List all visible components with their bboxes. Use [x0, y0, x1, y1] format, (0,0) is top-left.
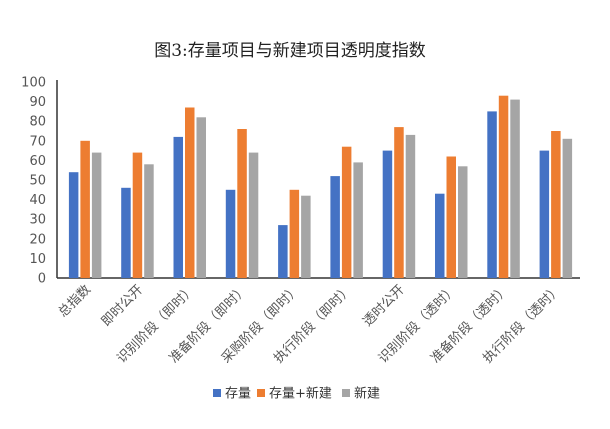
x-tick-label: 总指数 — [56, 282, 94, 320]
bar — [301, 195, 311, 278]
y-tick-label: 40 — [29, 193, 46, 208]
chart-title: 图3:存量项目与新建项目透明度指数 — [154, 41, 426, 61]
legend-swatch — [342, 389, 350, 397]
bar — [382, 150, 393, 278]
bar — [121, 187, 131, 278]
bar — [498, 95, 509, 278]
legend-label: 新建 — [354, 386, 380, 402]
y-tick-label: 90 — [29, 95, 46, 110]
x-tick-labels: 总指数 即时公开识别阶段（即时）准备阶段（即时）采购阶段（即时）执行阶段（即时）透… — [56, 282, 565, 367]
bar — [225, 189, 236, 278]
y-tick-label: 70 — [29, 134, 46, 149]
bar — [446, 156, 456, 278]
bar — [405, 134, 416, 278]
legend-label: 存量 — [225, 387, 251, 402]
bar — [80, 140, 90, 278]
bar — [68, 172, 79, 278]
bar — [341, 146, 352, 278]
legend: 存量 存量+新建 新建 — [213, 386, 380, 402]
bar — [144, 164, 154, 278]
bar — [237, 129, 247, 278]
bar — [330, 176, 340, 278]
y-tick-label: 60 — [29, 154, 46, 169]
y-tick-label: 50 — [29, 174, 46, 189]
y-tick-labels: 0 10 20 30 40 50 60 70 80 90 100 — [21, 76, 46, 287]
bar — [353, 162, 363, 278]
bar — [196, 117, 206, 278]
bar — [173, 136, 183, 278]
legend-swatch — [257, 389, 265, 397]
bar — [551, 131, 561, 278]
bars — [68, 95, 573, 279]
y-tick-label: 100 — [21, 76, 46, 91]
x-tick-label: 透时公开 — [360, 282, 407, 329]
bar — [248, 152, 259, 278]
y-tick-label: 30 — [29, 213, 46, 228]
bar — [91, 152, 102, 278]
bar — [487, 111, 497, 279]
bar — [185, 107, 195, 278]
bar — [435, 193, 445, 278]
y-tick-label: 80 — [29, 115, 46, 130]
y-tick-label: 20 — [29, 232, 46, 247]
bar — [539, 150, 550, 278]
bar — [132, 152, 143, 278]
legend-label: 存量+新建 — [269, 386, 332, 402]
bar — [562, 138, 573, 278]
bar — [458, 166, 468, 278]
bar — [278, 225, 288, 278]
y-tick-label: 0 — [38, 272, 46, 287]
legend-swatch — [213, 389, 221, 397]
bar — [289, 189, 300, 278]
bar — [510, 99, 520, 278]
y-tick-label: 10 — [29, 252, 46, 267]
x-tick-label: 即时公开 — [99, 282, 146, 329]
bar — [394, 127, 404, 278]
